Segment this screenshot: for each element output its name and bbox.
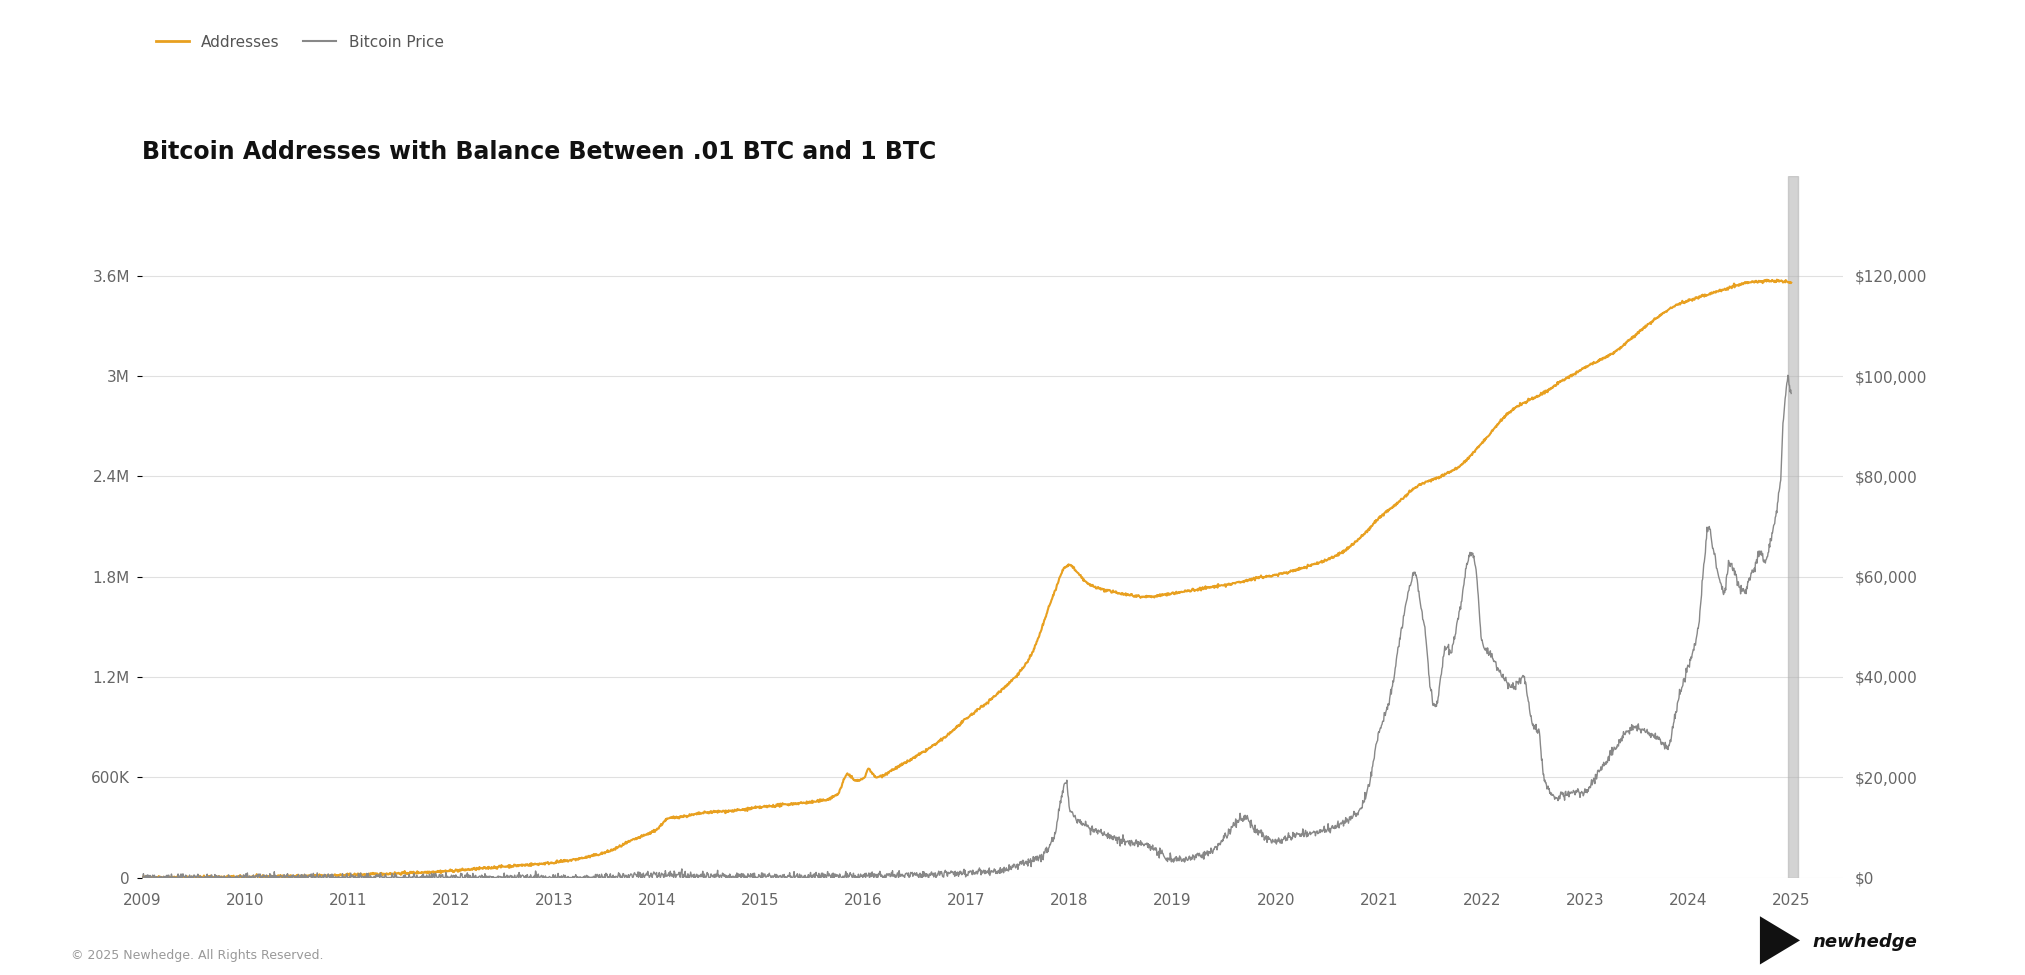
Legend: Addresses, Bitcoin Price: Addresses, Bitcoin Price — [150, 28, 450, 56]
Text: Bitcoin Addresses with Balance Between .01 BTC and 1 BTC: Bitcoin Addresses with Balance Between .… — [142, 139, 936, 164]
Text: © 2025 Newhedge. All Rights Reserved.: © 2025 Newhedge. All Rights Reserved. — [71, 950, 324, 962]
Bar — [1788, 176, 1798, 878]
Polygon shape — [1760, 916, 1800, 964]
Text: newhedge: newhedge — [1812, 933, 1918, 951]
